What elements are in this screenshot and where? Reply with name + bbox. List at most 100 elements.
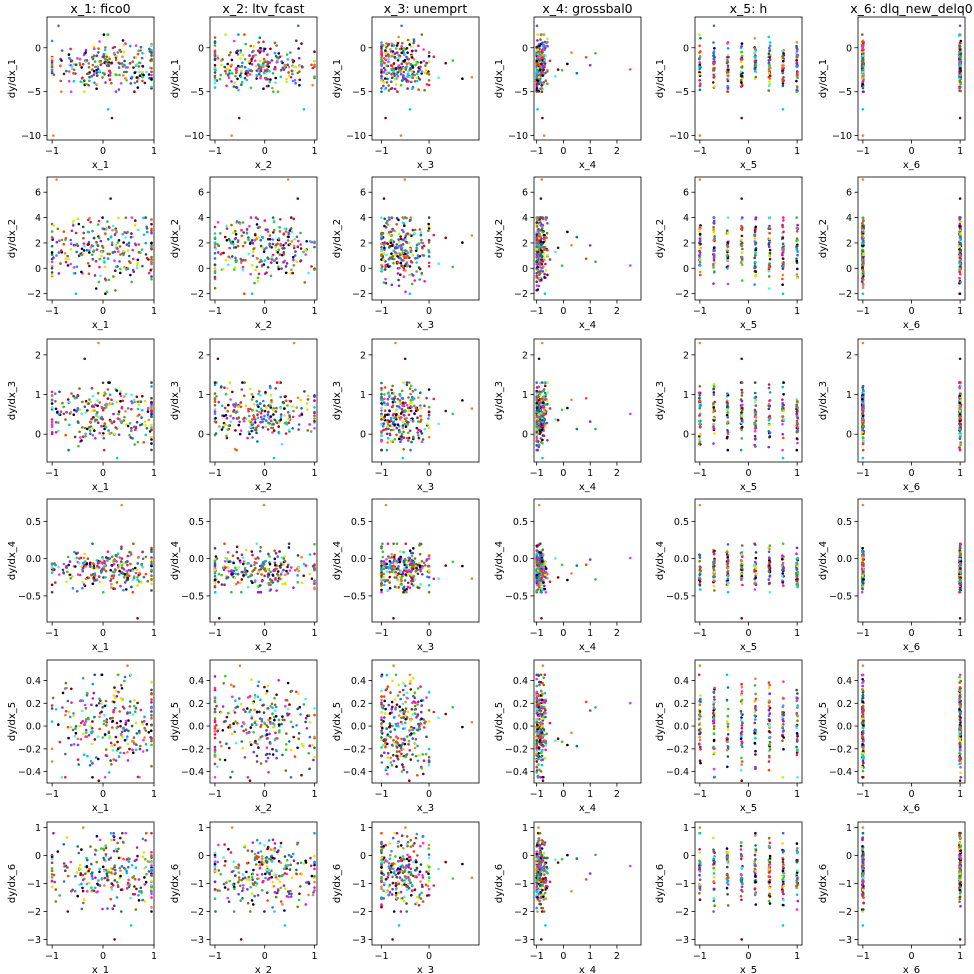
x-tick-label: 1 <box>151 306 157 317</box>
data-point <box>538 244 541 248</box>
x-axis-label: x_5 <box>740 160 757 171</box>
x-tick-label: 0 <box>745 146 751 157</box>
data-point <box>238 420 241 424</box>
data-point <box>123 415 126 419</box>
data-point <box>85 82 88 86</box>
data-point <box>396 397 400 401</box>
data-point <box>401 424 405 427</box>
data-point <box>535 381 538 384</box>
data-point <box>392 44 396 47</box>
data-point <box>272 90 275 93</box>
data-point <box>535 45 538 49</box>
data-point <box>273 228 276 232</box>
data-point <box>133 443 136 446</box>
data-point <box>284 265 288 268</box>
data-point <box>100 254 103 258</box>
data-point <box>408 381 411 384</box>
data-point <box>117 410 121 413</box>
data-point <box>394 67 398 70</box>
data-point <box>223 423 226 427</box>
data-point <box>295 260 299 263</box>
data-point <box>110 421 114 425</box>
axes-frame <box>857 16 966 141</box>
data-point <box>54 421 58 424</box>
axes-frame <box>46 16 155 141</box>
data-point <box>699 264 702 267</box>
data-point <box>239 257 242 261</box>
data-point <box>216 54 219 58</box>
y-tick-label: 2 <box>683 350 689 361</box>
data-point <box>144 253 148 256</box>
data-point <box>401 401 405 405</box>
data-point <box>403 254 406 258</box>
data-point <box>295 235 299 239</box>
data-point <box>110 81 113 85</box>
data-point <box>90 74 94 78</box>
data-point <box>97 415 100 419</box>
data-point <box>313 417 316 420</box>
data-point <box>88 398 91 401</box>
data-point <box>256 280 260 283</box>
data-point <box>104 426 108 429</box>
axes-frame <box>694 16 803 141</box>
data-point <box>108 226 111 229</box>
data-point <box>387 246 391 249</box>
data-point <box>313 240 316 244</box>
data-point <box>400 79 404 82</box>
data-point <box>130 426 133 430</box>
data-point <box>213 57 217 61</box>
data-point <box>135 76 139 79</box>
y-axis-label: dy/dx_3 <box>494 381 505 420</box>
data-point <box>134 242 137 245</box>
data-point <box>270 400 273 404</box>
data-point <box>91 409 94 413</box>
data-point <box>87 72 90 76</box>
data-point <box>247 252 250 256</box>
data-point <box>286 411 290 414</box>
x-tick-label: 0 <box>560 468 566 479</box>
data-point <box>253 421 257 424</box>
data-point <box>247 419 251 423</box>
y-tick-label: 6 <box>35 188 41 199</box>
data-point <box>50 56 54 60</box>
data-point <box>407 61 411 65</box>
data-point <box>768 237 771 241</box>
data-point <box>68 70 71 73</box>
data-point <box>100 424 103 428</box>
data-point <box>267 410 270 414</box>
data-point <box>141 51 144 55</box>
x-tick-label: −1 <box>693 146 707 157</box>
data-point <box>231 390 234 394</box>
data-point <box>390 252 393 255</box>
y-tick-label: −10 <box>508 131 528 142</box>
y-tick-label: 0 <box>35 43 41 54</box>
data-point <box>268 237 272 241</box>
data-point <box>69 248 73 251</box>
data-point <box>238 432 242 436</box>
data-point <box>409 409 413 413</box>
data-point <box>402 275 406 279</box>
data-point <box>399 237 403 241</box>
data-point <box>726 84 729 88</box>
data-point <box>110 398 113 402</box>
data-point <box>535 62 539 65</box>
data-point <box>427 222 431 226</box>
data-point <box>698 394 701 397</box>
data-point <box>726 231 730 235</box>
data-point <box>95 74 99 77</box>
data-point <box>712 258 716 262</box>
x-tick-label: 0 <box>262 146 268 157</box>
data-point <box>274 76 278 80</box>
data-point <box>299 398 303 402</box>
data-point <box>753 237 757 240</box>
axes-frame <box>371 176 480 301</box>
data-point <box>249 425 252 429</box>
data-point <box>80 412 84 416</box>
data-point <box>421 241 425 245</box>
data-point <box>959 232 962 235</box>
data-point <box>58 239 61 242</box>
data-point <box>102 55 106 58</box>
data-point <box>400 416 403 419</box>
data-point <box>263 272 267 276</box>
data-point <box>257 49 260 52</box>
